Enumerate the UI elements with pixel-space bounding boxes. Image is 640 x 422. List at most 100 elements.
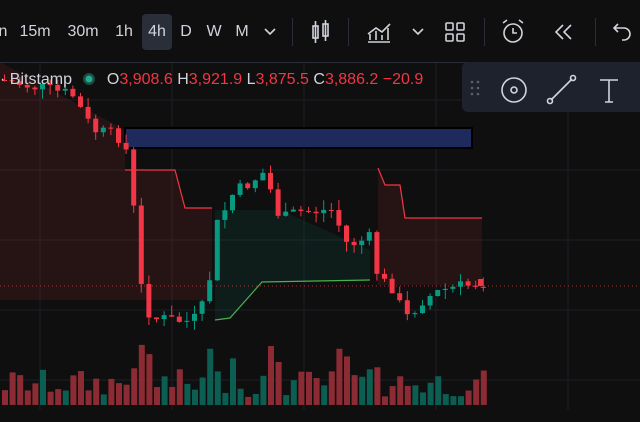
candle-body [306, 210, 311, 212]
candle-body [70, 88, 76, 97]
candle-body [154, 317, 159, 320]
candle-body [40, 84, 45, 90]
volume-bar [9, 372, 16, 405]
candle-body [397, 293, 403, 301]
interval-button[interactable]: n [0, 23, 8, 40]
undo-icon[interactable] [612, 23, 631, 41]
drawing-toolbar [462, 62, 640, 112]
candle-body [268, 172, 273, 190]
low-label: L [246, 71, 256, 88]
volume-bar [116, 383, 122, 405]
volume-bar [389, 386, 396, 405]
volume-bar [237, 388, 244, 405]
candle-body [465, 281, 471, 286]
volume-bar [397, 376, 404, 405]
volume-bar [138, 344, 145, 405]
candle-body [123, 142, 129, 150]
volume-bar [24, 390, 31, 405]
separator [595, 18, 596, 46]
candle-body [169, 315, 175, 317]
candle-body [176, 316, 182, 322]
volume-bar [252, 393, 259, 405]
open-value: 3,908.6 [119, 71, 173, 88]
high-label: H [177, 71, 189, 88]
candle-body [237, 183, 243, 195]
high-value: 3,921.9 [188, 71, 243, 88]
volume-bar [55, 389, 62, 405]
interval-button[interactable]: D [180, 23, 192, 40]
candle-body [32, 87, 38, 90]
candle-body [222, 210, 228, 220]
volume-bar [100, 394, 107, 405]
candle-body [108, 127, 114, 129]
close-value: 3,886.2 [324, 71, 379, 88]
interval-button[interactable]: W [206, 23, 222, 40]
dropdown-icon[interactable] [412, 28, 424, 36]
trend-line [214, 279, 371, 321]
volume-bar [47, 391, 54, 405]
text-tool[interactable] [600, 79, 618, 103]
candle-body [9, 80, 15, 82]
volume-bar [32, 383, 39, 405]
candle-body [207, 280, 213, 302]
candle-body [404, 300, 410, 315]
interval-button[interactable]: 15m [19, 23, 51, 40]
candle-body [2, 80, 7, 81]
volume-bar [450, 396, 457, 405]
alert-icon[interactable] [502, 19, 524, 43]
candle-body [146, 284, 152, 318]
candle-body [473, 285, 479, 287]
volume-bar [207, 348, 214, 405]
volume-bar [169, 386, 176, 405]
volume-bar [161, 376, 168, 405]
drag-handle[interactable] [470, 80, 480, 96]
volume-bar [404, 385, 411, 405]
candle-body [93, 118, 99, 133]
volume-bar [427, 382, 434, 405]
dropdown-icon[interactable] [264, 28, 276, 36]
candle-body [351, 241, 357, 246]
trend-zone [215, 210, 370, 320]
zone-box [124, 127, 473, 149]
replay-icon[interactable] [554, 24, 572, 40]
exchange[interactable]: · Bitstamp [0, 71, 73, 88]
candle-body [214, 219, 220, 281]
volume-bar [313, 378, 320, 405]
volume-bar [260, 375, 267, 405]
drawing-tools [470, 74, 618, 105]
volume-bar [78, 371, 84, 405]
candle-body [450, 286, 456, 289]
candle-body [328, 209, 334, 211]
candle-body [275, 189, 281, 216]
interval-button[interactable]: 1h [115, 23, 133, 40]
volume-bar [328, 371, 335, 405]
volume-bar [382, 396, 388, 405]
candle-body [321, 209, 327, 214]
volume-bar [214, 371, 221, 405]
volume-bar [359, 376, 366, 405]
interval-button[interactable]: M [235, 23, 249, 40]
candle-body [138, 205, 144, 285]
volume-bar [321, 385, 328, 405]
volume-bar [420, 392, 426, 405]
interval-button[interactable]: 30m [67, 23, 99, 40]
interval-button[interactable]: 4h [142, 14, 172, 50]
circle-tool[interactable] [501, 77, 527, 103]
candle-body [458, 281, 463, 287]
candle-body [161, 315, 167, 320]
candle-body [116, 128, 121, 143]
volume-bar [176, 369, 183, 405]
candle-body [336, 210, 342, 226]
indicators-icon[interactable] [367, 23, 391, 43]
candle-body [420, 305, 425, 314]
trendline-tool[interactable] [546, 74, 577, 105]
candle-body [252, 180, 258, 189]
layout-icon[interactable] [445, 22, 465, 42]
candle-body [230, 194, 235, 211]
candle-body [427, 295, 433, 306]
candle-body [344, 225, 349, 242]
candle-type-icon[interactable] [312, 20, 329, 43]
volume-bar [336, 348, 343, 405]
